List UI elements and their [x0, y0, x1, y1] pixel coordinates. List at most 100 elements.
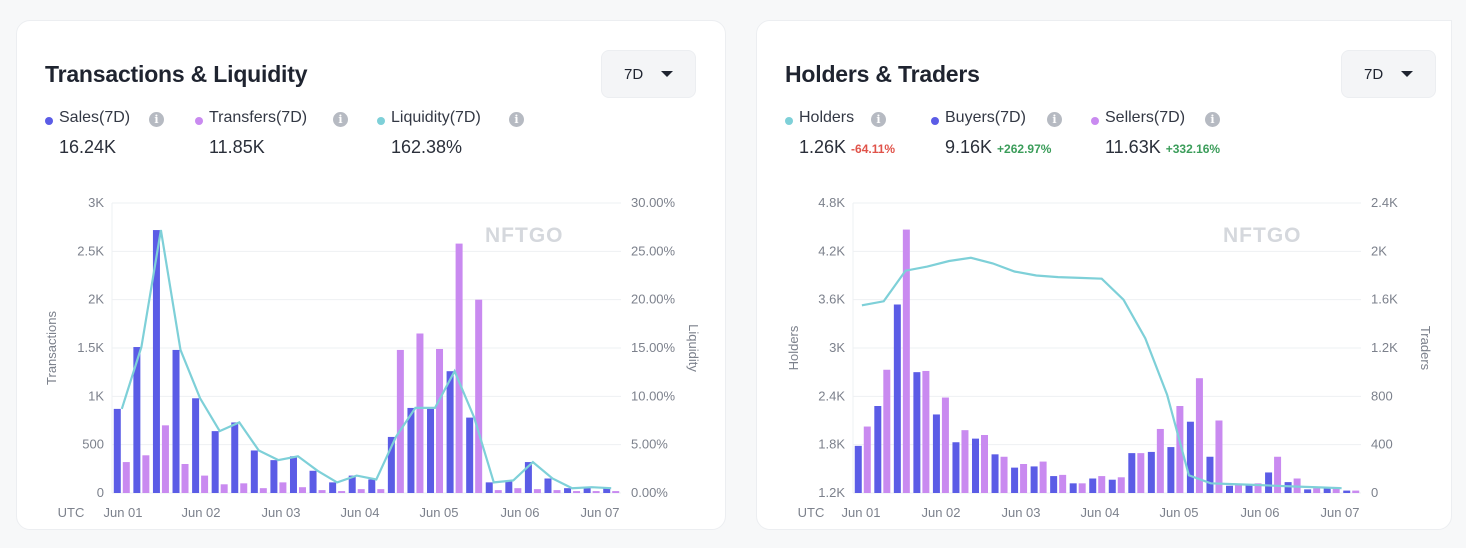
info-icon[interactable]: i [509, 112, 524, 127]
bar-transfers [181, 464, 189, 493]
bar-transfers [259, 488, 267, 493]
bar-sales [172, 349, 180, 493]
x-tick-label: Jun 05 [1159, 505, 1198, 520]
chevron-down-icon [661, 71, 673, 77]
bar-sales [231, 422, 239, 493]
bar-sales [192, 398, 200, 493]
x-tick-label: Jun 06 [500, 505, 539, 520]
y2-axis-title: Liquidity [686, 324, 701, 372]
bar-sales [485, 482, 493, 493]
info-icon[interactable]: i [149, 112, 164, 127]
bar-transfers [573, 491, 581, 493]
legend-dot [377, 117, 385, 125]
bar-sellers [981, 435, 988, 493]
period-value: 7D [1364, 66, 1384, 83]
bar-sales [446, 371, 454, 493]
y-tick-label: 1.2K [818, 485, 845, 500]
bar-sellers [1313, 488, 1321, 493]
x-tick-label: Jun 01 [841, 505, 880, 520]
bar-sales [427, 407, 435, 493]
x-tick-label: Jun 02 [921, 505, 960, 520]
bar-transfers [201, 475, 209, 493]
bar-transfers [416, 333, 424, 493]
y2-tick-label: 30.00% [631, 195, 676, 210]
period-dropdown[interactable]: 7D [601, 50, 696, 98]
bar-transfers [436, 348, 444, 493]
info-icon[interactable]: i [871, 112, 886, 127]
legend-label: Transfers(7D) [209, 109, 308, 126]
bar-buyers [1265, 472, 1273, 493]
bar-sellers [1332, 486, 1340, 493]
bar-transfers [122, 462, 130, 493]
y2-tick-label: 1.2K [1371, 340, 1398, 355]
bar-transfers [279, 482, 287, 493]
change-badge: +332.16% [1165, 142, 1221, 156]
bar-transfers [142, 455, 150, 493]
y2-tick-label: 800 [1371, 388, 1393, 403]
bar-sales [368, 479, 376, 493]
bar-sales [387, 436, 395, 493]
legend-dot [785, 117, 793, 125]
bar-buyers [893, 304, 901, 493]
x-tick-label: Jun 07 [580, 505, 619, 520]
bar-buyers [932, 414, 940, 493]
bar-buyers [1167, 447, 1175, 493]
legend-number: 11.63K [1105, 137, 1161, 157]
legend-value: 16.24K [59, 137, 117, 157]
bar-sellers [1078, 483, 1086, 493]
bar-sales [466, 417, 474, 493]
y-tick-label: 3.6K [818, 292, 845, 307]
bar-transfers [553, 490, 561, 493]
bar-sellers [1215, 420, 1223, 493]
bar-sales [329, 482, 337, 493]
bar-transfers [514, 488, 522, 493]
bar-sales [583, 487, 591, 493]
bar-sellers [941, 397, 949, 493]
bar-buyers [1147, 451, 1155, 493]
legend-label: Sales(7D) [59, 109, 131, 126]
bar-sales [270, 460, 278, 493]
transactions-liquidity-chart: NFTGO 0 500 1K 1.5K 2K 2.5K 3K 0.00% 5.00% 10.00%… [44, 195, 701, 520]
bar-sales [211, 431, 219, 493]
legend-value: 162.38% [391, 137, 463, 157]
bar-transfers [533, 489, 541, 493]
x-tick-label: Jun 07 [1320, 505, 1359, 520]
y-axis-title: Holders [786, 325, 801, 370]
bar-sellers [1098, 476, 1106, 493]
bar-transfers [161, 425, 169, 493]
legend-dot [1091, 117, 1099, 125]
bar-sales [152, 230, 160, 494]
bar-buyers [1128, 453, 1136, 493]
y-tick-label: 1.5K [77, 340, 104, 355]
y-tick-label: 0 [97, 485, 104, 500]
bar-buyers [1108, 479, 1116, 493]
bar-sales [133, 347, 141, 493]
change-badge: -64.11% [851, 142, 896, 156]
bar-transfers [318, 490, 326, 493]
y2-tick-label: 0.00% [631, 485, 668, 500]
bar-sales [407, 407, 415, 493]
y2-tick-label: 20.00% [631, 292, 676, 307]
y-tick-label: 2.4K [818, 388, 845, 403]
info-icon[interactable]: i [1047, 112, 1062, 127]
y2-axis-title: Traders [1418, 326, 1433, 371]
bar-buyers [1343, 490, 1351, 493]
bar-sellers [1020, 464, 1028, 493]
bar-transfers [240, 483, 248, 493]
bar-sellers [1176, 406, 1184, 493]
bar-sellers [1137, 453, 1145, 493]
bar-transfers [612, 491, 620, 493]
watermark-logo: NFTGO [1223, 224, 1302, 247]
legend-label: Buyers(7D) [945, 109, 1026, 126]
holders-traders-card: Holders & Traders 7D Holders i 1.26K -64.… [756, 20, 1452, 530]
bar-buyers [1304, 489, 1312, 493]
bar-sales [564, 488, 572, 493]
period-dropdown[interactable]: 7D [1341, 50, 1436, 98]
info-icon[interactable]: i [1205, 112, 1220, 127]
y2-tick-label: 5.00% [631, 437, 668, 452]
y-tick-label: 4.2K [818, 243, 845, 258]
chevron-down-icon [1401, 71, 1413, 77]
info-icon[interactable]: i [333, 112, 348, 127]
y-tick-label: 4.8K [818, 195, 845, 210]
bar-transfers [357, 489, 365, 493]
